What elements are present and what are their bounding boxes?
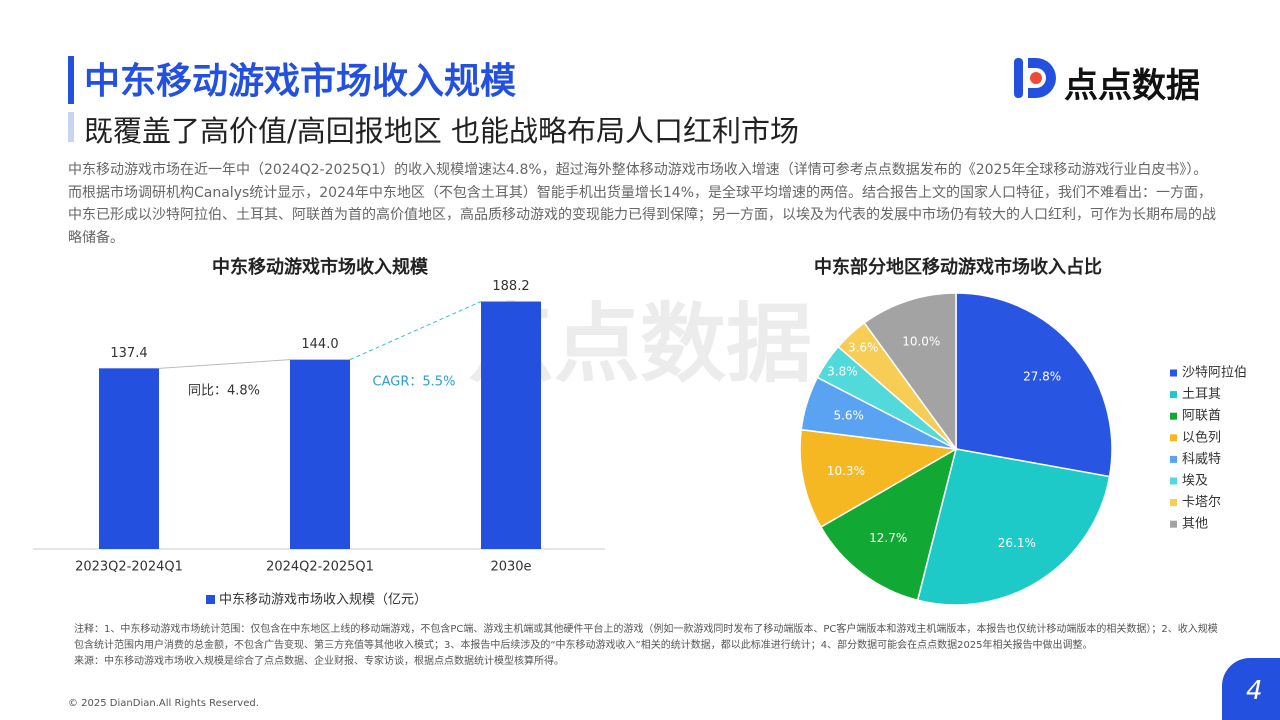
cagr-line xyxy=(349,301,482,361)
pie-slice xyxy=(799,428,959,529)
legend-label: 中东移动游戏市场收入规模（亿元） xyxy=(219,592,427,608)
legend-swatch xyxy=(1170,520,1177,528)
pie-slice xyxy=(819,447,958,602)
value-label: 144.0 xyxy=(301,337,338,352)
subtitle: 既覆盖了高价值/高回报地区 也能战略布局人口红利市场 xyxy=(84,114,799,148)
yoy-line xyxy=(158,359,291,369)
page-number: 4 xyxy=(1246,676,1263,706)
legend-label: 埃及 xyxy=(1182,474,1208,489)
legend-label: 卡塔尔 xyxy=(1182,495,1221,510)
logo-text: 点点数据 xyxy=(1064,66,1200,106)
legend-label: 阿联酋 xyxy=(1182,408,1221,424)
legend-swatch xyxy=(1170,434,1177,442)
logo-icon xyxy=(1014,58,1056,98)
x-tick-label: 2023Q2-2024Q1 xyxy=(75,560,183,575)
source: 来源：中东移动游戏市场收入规模是综合了点点数据、企业财报、专家访谈，根据点点数据… xyxy=(74,656,564,667)
value-label: 12.7% xyxy=(869,531,907,545)
legend-swatch xyxy=(1170,391,1177,399)
value-label: 27.8% xyxy=(1023,369,1061,383)
legend-swatch xyxy=(1170,412,1177,420)
notes: 注释：1、中东移动游戏市场统计范围：仅包含在中东地区上线的移动端游戏，不包含PC… xyxy=(74,622,1224,670)
title-bar xyxy=(68,56,74,104)
pie-slice xyxy=(863,292,957,452)
legend-label: 土耳其 xyxy=(1182,387,1221,402)
value-label: 3.6% xyxy=(848,340,879,354)
legend-swatch xyxy=(1170,477,1177,485)
value-label: 137.4 xyxy=(110,346,147,361)
legend-label: 其他 xyxy=(1182,517,1208,532)
value-label: 3.8% xyxy=(827,364,858,378)
value-label: 188.2 xyxy=(492,279,529,294)
legend-label: 以色列 xyxy=(1182,429,1221,445)
value-label: 10.0% xyxy=(902,335,940,349)
legend-label: 沙特阿拉伯 xyxy=(1182,366,1247,381)
legend-swatch xyxy=(1170,455,1177,463)
legend-swatch xyxy=(1170,369,1177,377)
legend-label: 科威特 xyxy=(1182,452,1221,467)
value-label: 5.6% xyxy=(833,408,864,422)
bar xyxy=(99,368,159,549)
legend-swatch xyxy=(206,595,215,604)
legend-swatch xyxy=(1170,499,1177,507)
paragraph: 中东移动游戏市场在近一年中（2024Q2-2025Q1）的收入规模增速达4.8%… xyxy=(68,162,1216,246)
value-label: 26.1% xyxy=(998,536,1036,550)
page-badge xyxy=(1222,658,1280,720)
note: 注释：1、中东移动游戏市场统计范围：仅包含在中东地区上线的移动端游戏，不包含PC… xyxy=(74,624,1218,651)
chart-title: 中东部分地区移动游戏市场收入占比 xyxy=(814,256,1102,278)
x-tick-label: 2024Q2-2025Q1 xyxy=(266,560,374,575)
chart-title: 中东移动游戏市场收入规模 xyxy=(212,256,429,278)
title: 中东移动游戏市场收入规模 xyxy=(84,61,517,102)
x-tick-label: 2030e xyxy=(490,560,531,575)
subtitle-bar xyxy=(68,112,74,142)
copyright: © 2025 DianDian.All Rights Reserved. xyxy=(68,698,259,709)
bar xyxy=(481,301,541,549)
annotation: CAGR：5.5% xyxy=(373,375,456,390)
annotation: 同比：4.8% xyxy=(188,384,260,399)
bar xyxy=(290,359,350,549)
pie-slice xyxy=(955,292,1113,478)
pie-slice xyxy=(916,448,1111,606)
value-label: 10.3% xyxy=(827,464,865,478)
